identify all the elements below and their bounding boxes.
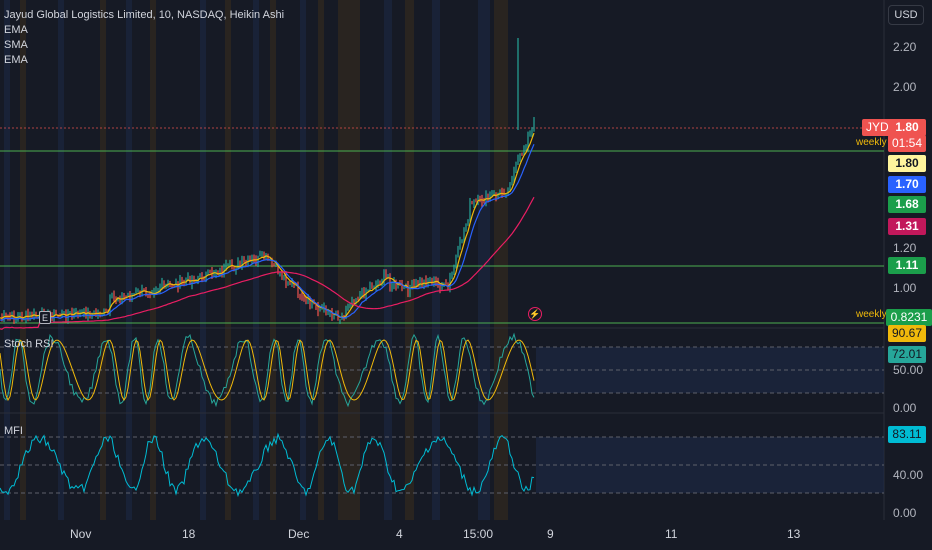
time-label: 18 (182, 527, 196, 541)
indicator-ema-label[interactable]: EMA (4, 24, 28, 36)
mfi-tick: 0.00 (893, 506, 917, 520)
session-band (318, 0, 324, 520)
mfi-line (0, 432, 535, 498)
ema3-value-label: 1.31 (888, 218, 926, 235)
weekly-level-label: weekly (856, 137, 887, 148)
price-tick: 1.00 (893, 281, 917, 295)
stoch-tick: 0.00 (893, 401, 917, 415)
stoch-rsi-title[interactable]: Stoch RSI (4, 338, 54, 350)
session-band (478, 0, 490, 520)
price-tick: 2.20 (893, 40, 917, 54)
ema-line (0, 132, 535, 319)
time-label: 15:00 (463, 527, 494, 541)
stoch-tick: 50.00 (893, 363, 924, 377)
session-band (432, 0, 440, 520)
mfi-tick: 40.00 (893, 468, 924, 482)
sma-value-label: 1.70 (888, 176, 926, 193)
sma-line (0, 144, 535, 321)
session-band (338, 0, 360, 520)
last-price-label: 1.80 (888, 119, 926, 136)
stoch-d-value: 72.01 (888, 346, 926, 363)
session-band (20, 0, 26, 520)
session-band (225, 0, 231, 520)
session-band (384, 0, 392, 520)
session-band (200, 0, 206, 520)
mfi-value: 83.11 (888, 426, 926, 443)
time-label: 11 (665, 527, 678, 541)
ema-long-line (0, 196, 535, 330)
stoch-d-line (0, 339, 535, 402)
price-tick: 2.00 (893, 80, 917, 94)
weekly-level-label: weekly (856, 309, 887, 320)
time-label: 9 (547, 527, 554, 541)
time-label: 13 (787, 527, 801, 541)
session-band (58, 0, 64, 520)
earnings-marker[interactable]: E (39, 311, 51, 324)
time-label: Dec (288, 527, 310, 541)
session-band (100, 0, 106, 520)
currency-button[interactable]: USD (888, 5, 924, 25)
symbol-title[interactable]: Jayud Global Logistics Limited, 10, NASD… (4, 9, 285, 21)
symbol-tag: JYD (862, 119, 893, 136)
session-band (300, 0, 306, 520)
indicator-sma-label[interactable]: SMA (4, 39, 28, 51)
bar-countdown: 01:54 (888, 135, 926, 152)
session-band (4, 0, 10, 520)
session-band (126, 0, 132, 520)
price-tick: 1.20 (893, 241, 917, 255)
time-label: Nov (70, 527, 92, 541)
ema-value-label: 1.80 (888, 155, 926, 172)
level-value-label: 1.11 (888, 257, 926, 274)
session-band (494, 0, 508, 520)
indicator-ema2-label[interactable]: EMA (4, 54, 28, 66)
ema2-value-label: 1.68 (888, 196, 926, 213)
stoch-k-value: 90.67 (888, 325, 926, 342)
stoch-k-line (0, 332, 535, 408)
time-label: 4 (396, 527, 403, 541)
mfi-title[interactable]: MFI (4, 425, 23, 437)
session-band (150, 0, 156, 520)
flash-event-icon[interactable]: ⚡ (528, 307, 542, 321)
session-band (405, 0, 414, 520)
weekly-level-value: 0.8231 (886, 309, 932, 326)
